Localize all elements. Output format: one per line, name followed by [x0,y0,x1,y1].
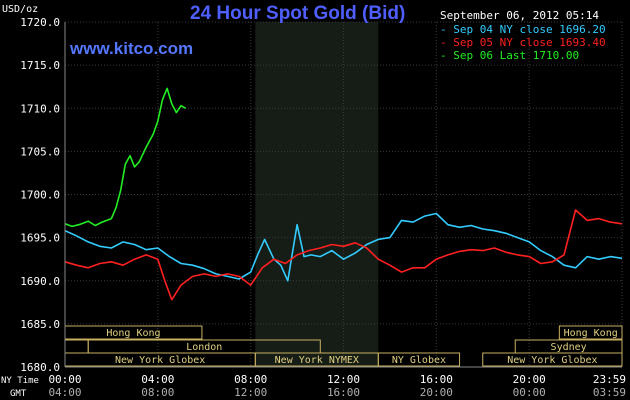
series-line-sep-05 [64,209,623,301]
session-label: Sydney [551,342,587,353]
gmt-label: GMT [10,389,27,399]
session-box [482,352,623,367]
legend-entry: - Sep 05 NY close 1693.40 [440,36,606,49]
series-line-sep-04 [64,212,623,282]
y-tick-label: 1680.0 [20,361,60,374]
gmt-tick-label: 03:59 [593,386,626,399]
session-box [377,352,461,367]
watermark-text: www.kitco.com [69,39,193,58]
session-label: Hong Kong [564,328,618,339]
y-unit-label: USD/oz [2,4,38,15]
chart-title: 24 Hour Spot Gold (Bid) [190,3,405,24]
session-layer: Hong Kong Hong Kong London Sydney New York G… [64,325,623,367]
gmt-tick-label: 12:00 [234,386,267,399]
series-line-sep-06 [64,87,187,228]
gmt-tick-label: 00:00 [513,386,546,399]
y-tick-label: 1695.0 [20,232,60,245]
ny-time-label: NY Time [1,376,39,386]
y-tick-label: 1710.0 [20,102,60,115]
y-tick-label: 1685.0 [20,318,60,331]
y-tick-label: 1715.0 [20,59,60,72]
legend-entry: - Sep 06 Last 1710.00 [440,49,579,62]
gmt-tick-label: 08:00 [141,386,174,399]
ny-tick-label: 16:00 [420,373,453,386]
legend-entry: - Sep 04 NY close 1696.20 [440,23,606,36]
session-label: New York Globex [507,355,597,366]
series-layer [64,87,623,301]
gmt-tick-label: 04:00 [48,386,81,399]
ny-tick-label: 23:59 [593,373,626,386]
ny-tick-label: 04:00 [141,373,174,386]
tick-layer: 1720.0 1715.0 1710.0 1705.0 1700.0 1695.0 1690… [20,16,626,399]
ny-tick-label: 12:00 [327,373,360,386]
gmt-tick-label: 16:00 [327,386,360,399]
session-label: NY Globex [392,355,446,366]
ny-tick-label: 08:00 [234,373,267,386]
legend: - Sep 04 NY close 1696.20- Sep 05 NY clo… [440,23,606,62]
session-label: Hong Kong [106,328,160,339]
ny-tick-label: 20:00 [513,373,546,386]
session-label: London [186,342,222,353]
y-tick-label: 1700.0 [20,189,60,202]
session-box [558,325,623,340]
session-label: New York NYMEX [275,355,359,366]
y-tick-label: 1720.0 [20,16,60,29]
date-label: September 06, 2012 05:14 [440,9,599,22]
y-tick-label: 1690.0 [20,275,60,288]
session-label: New York Globex [115,355,205,366]
y-tick-label: 1705.0 [20,145,60,158]
gmt-tick-label: 20:00 [420,386,453,399]
ny-tick-label: 00:00 [48,373,81,386]
